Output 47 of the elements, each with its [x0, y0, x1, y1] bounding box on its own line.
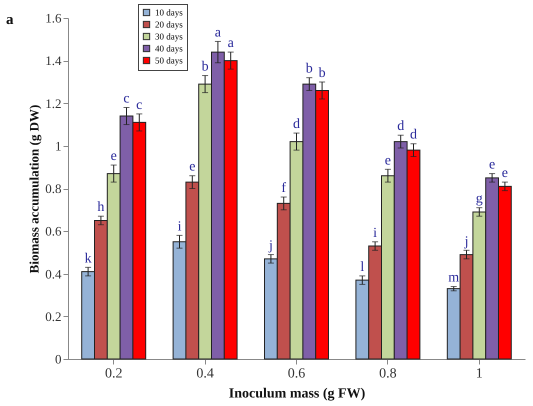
x-tick-label: 1 [476, 366, 483, 382]
data-label: k [84, 251, 92, 266]
x-tick-label: 0.8 [379, 366, 397, 382]
legend-label: 20 days [155, 20, 184, 30]
y-axis-title: Biomass accumulation (g DW) [26, 104, 42, 274]
y-tick-label: 1.2 [45, 96, 62, 111]
data-label: e [488, 158, 496, 173]
data-label: e [110, 149, 117, 164]
data-label: m [448, 270, 460, 286]
legend-label: 50 days [155, 56, 184, 66]
data-label: e [189, 160, 196, 175]
y-tick-label: 1 [55, 138, 62, 154]
data-label: b [202, 60, 209, 75]
y-tick-label: 0.8 [45, 181, 62, 196]
data-label: j [464, 234, 468, 250]
x-tick-label: 0.2 [104, 366, 122, 382]
data-label: b [318, 66, 326, 81]
data-label: d [397, 119, 404, 134]
x-tick-label: 0.4 [196, 366, 214, 382]
data-label: e [384, 153, 392, 168]
legend-label: 30 days [155, 32, 184, 42]
data-label: d [410, 128, 417, 143]
y-tick-label: 0.4 [45, 266, 62, 282]
data-label: i [178, 219, 182, 234]
data-label: j [268, 238, 273, 254]
data-label: d [293, 117, 300, 132]
data-label: l [360, 260, 364, 275]
data-label: h [97, 200, 104, 216]
y-tick-label: 0.6 [45, 224, 62, 239]
y-tick-label: 1.6 [45, 10, 62, 26]
data-label: g [476, 192, 483, 207]
data-label: c [123, 92, 130, 107]
data-label: c [136, 98, 142, 113]
y-tick-label: 0.2 [45, 308, 62, 324]
data-label: i [373, 226, 378, 241]
x-tick-label: 0.6 [288, 366, 306, 382]
data-label: a [214, 25, 222, 40]
legend-label: 10 days [155, 8, 184, 18]
data-label: b [306, 62, 313, 77]
y-tick-label: 0 [55, 352, 62, 366]
data-label: a [228, 36, 235, 52]
text: a [6, 12, 14, 28]
legend-label: 40 days [155, 44, 184, 54]
x-axis-title: Inoculum mass (g FW) [228, 386, 366, 402]
y-tick-label: 1.4 [45, 53, 62, 68]
data-label: f [281, 181, 286, 196]
data-label: e [502, 166, 508, 182]
